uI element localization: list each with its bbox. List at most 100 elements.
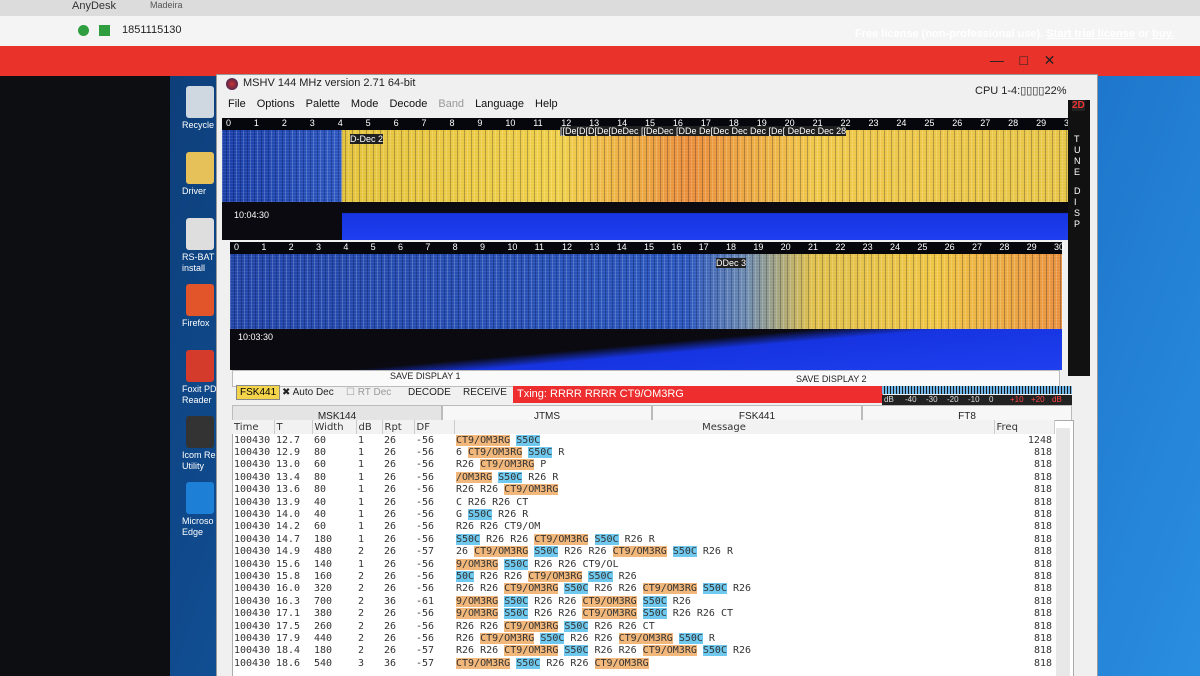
cell: 17.5: [276, 620, 301, 632]
column-header[interactable]: DF: [414, 420, 455, 434]
column-header[interactable]: Freq: [994, 420, 1055, 434]
cell: 1: [358, 434, 365, 446]
decode-row[interactable]: 100430 15.6 140 1 26 -56 9/OM3RG S50C R26 R26 …: [232, 558, 1054, 570]
decode-row[interactable]: 100430 17.1 380 2 26 -56 9/OM3RG S50C R26 R26 …: [232, 607, 1054, 620]
decode-button[interactable]: DECODE: [408, 387, 451, 398]
highlight: 50C: [456, 570, 475, 582]
column-header[interactable]: Message: [454, 420, 995, 434]
rt-dec[interactable]: ☐ RT Dec: [346, 387, 392, 398]
icon-label: Reader: [182, 395, 212, 405]
cell: 818: [1033, 595, 1052, 607]
decode-row[interactable]: 100430 17.9 440 2 26 -56 R26 CT9/OM3RG S50C R2…: [232, 632, 1054, 644]
save-button[interactable]: SAVE DISPLAY 2: [796, 374, 867, 384]
scale-label: 4: [337, 118, 343, 128]
message: R26 R26 CT9/OM3RG S50C R26 R26 CT9/OM3RG…: [456, 645, 752, 657]
message: 9/OM3RG S50C R26 R26 CT9/OM3RG S50C R26: [456, 595, 691, 607]
cell: 818: [1033, 546, 1052, 558]
desktop-icon[interactable]: [186, 86, 214, 118]
tab-label: FSK441: [738, 411, 776, 422]
cell: 2: [358, 595, 365, 607]
menu-item[interactable]: Decode: [389, 98, 428, 110]
tab-label: JTMS: [533, 411, 561, 422]
cell: 14.2: [276, 521, 301, 533]
decode-row[interactable]: 100430 16.0 320 2 26 -56 R26 R26 CT9/OM3RG S50…: [232, 583, 1054, 595]
highlight: CT9/OM3RG: [528, 570, 583, 582]
cell: 100430: [234, 632, 271, 644]
cpu-percent: 22%: [1044, 85, 1067, 97]
side-letter: D: [1074, 186, 1081, 196]
highlight: S50C: [498, 471, 523, 483]
receive-button[interactable]: RECEIVE: [463, 387, 507, 398]
desktop-icon[interactable]: [186, 350, 214, 382]
menu-item[interactable]: Options: [256, 98, 295, 110]
scale-label: 12: [562, 242, 573, 252]
auto-dec-label: Auto Dec: [292, 387, 334, 398]
highlight: /OM3RG: [456, 471, 493, 483]
banner-buy[interactable]: buy.: [1152, 28, 1174, 40]
cell: 14.7: [276, 533, 301, 545]
decode-row[interactable]: 100430 13.6 80 1 26 -56 R26 R26 CT9/OM3RG 818: [232, 484, 1054, 496]
save-button[interactable]: SAVE DISPLAY 1: [390, 371, 461, 381]
menu-item[interactable]: File: [228, 98, 246, 110]
desktop-icon[interactable]: [186, 218, 214, 250]
banner-text: Free license (non-professional use).: [855, 28, 1044, 40]
cell: 100430: [234, 546, 271, 558]
column-header[interactable]: Rpt: [382, 420, 415, 434]
column-header[interactable]: T: [274, 420, 313, 434]
cell: 26: [384, 521, 397, 533]
decode-row[interactable]: 100430 18.6 540 3 36 -57 CT9/OM3RG S50C R26 R2…: [232, 657, 1054, 669]
decode-row[interactable]: 100430 14.7 180 1 26 -56 S50C R26 R26 CT9/OM3R…: [232, 533, 1054, 545]
decode-row[interactable]: 100430 18.4 180 2 26 -57 R26 R26 CT9/OM3RG S50…: [232, 645, 1054, 657]
cell: 60: [314, 459, 327, 471]
tab[interactable]: AnyDesk: [72, 0, 117, 12]
desktop-icon[interactable]: [186, 284, 214, 316]
column-header[interactable]: dB: [356, 420, 383, 434]
message: 9/OM3RG S50C R26 R26 CT9/OL: [456, 558, 619, 570]
highlight: S50C: [468, 509, 493, 521]
desktop-icon[interactable]: [186, 152, 214, 184]
column-header[interactable]: Width: [312, 420, 357, 434]
decode-row[interactable]: 100430 14.2 60 1 26 -56 R26 R26 CT9/OM 818: [232, 521, 1054, 533]
desktop-icon[interactable]: [186, 482, 214, 514]
address: 1851115130: [122, 24, 182, 36]
scale-label: 11: [533, 118, 543, 128]
auto-dec[interactable]: ✖ Auto Dec: [282, 387, 334, 398]
decode-row[interactable]: 100430 14.0 40 1 26 -56 G S50C R26 R 818: [232, 508, 1054, 521]
decode-row[interactable]: 100430 12.7 60 1 26 -56 CT9/OM3RG S50C 1248: [232, 434, 1054, 446]
mode-tab[interactable]: MSK144: [232, 405, 442, 422]
decode-row[interactable]: 100430 15.8 160 2 26 -56 50C R26 R26 CT9/OM3RG…: [232, 570, 1054, 582]
highlight: S50C: [534, 546, 559, 558]
spectrogram: [230, 254, 1062, 329]
mode-tab[interactable]: FT8: [862, 405, 1072, 422]
menu-item[interactable]: Help: [535, 98, 558, 110]
menu-item[interactable]: Language: [475, 98, 525, 110]
desktop-icon[interactable]: [186, 416, 214, 448]
decode-row[interactable]: 100430 14.9 480 2 26 -57 26 CT9/OM3RG S50C R26…: [232, 546, 1054, 558]
decode-row[interactable]: 100430 16.3 700 2 36 -61 9/OM3RG S50C R26 R26 …: [232, 595, 1054, 607]
decode-row[interactable]: 100430 13.4 80 1 26 -56/OM3RG S50C R26 R 818: [232, 471, 1054, 483]
decode-row[interactable]: 100430 13.9 40 1 26 -56 C R26 R26 CT 818: [232, 496, 1054, 508]
mode-button[interactable]: FSK441: [236, 385, 281, 400]
mode-tab[interactable]: FSK441: [652, 405, 862, 422]
highlight: S50C: [588, 570, 613, 582]
menu-item[interactable]: Mode: [350, 98, 379, 110]
decode-row[interactable]: 100430 12.9 80 1 26 -56 6 CT9/OM3RG S50C R 818: [232, 446, 1054, 459]
highlight: CT9/OM3RG: [480, 459, 535, 471]
window-controls[interactable]: — □ ✕: [990, 52, 1056, 68]
column-header[interactable]: Time: [232, 420, 275, 434]
menu-item[interactable]: Band: [438, 98, 465, 110]
scale-label: 15: [644, 242, 655, 252]
banner-link[interactable]: Start trial license: [1046, 28, 1135, 40]
mode-tab[interactable]: JTMS: [442, 405, 652, 422]
scrollbar[interactable]: [1056, 428, 1070, 676]
highlight: S50C: [564, 645, 589, 657]
decode-row[interactable]: 100430 17.5 260 2 26 -56 R26 R26 CT9/OM3RG S50…: [232, 620, 1054, 632]
cell: 26: [384, 447, 397, 459]
menu-item[interactable]: Palette: [305, 98, 340, 110]
desktop-icons: Recycle B Driver RS-BAT install Firefox Foxit…: [172, 80, 223, 676]
mode-2d[interactable]: 2D: [1072, 100, 1085, 111]
scale-label: 25: [924, 118, 935, 128]
icon-label: Utility: [182, 461, 204, 471]
tab[interactable]: Madeira: [150, 0, 183, 10]
decode-row[interactable]: 100430 13.0 60 1 26 -56 R26 CT9/OM3RG P 818: [232, 459, 1054, 471]
